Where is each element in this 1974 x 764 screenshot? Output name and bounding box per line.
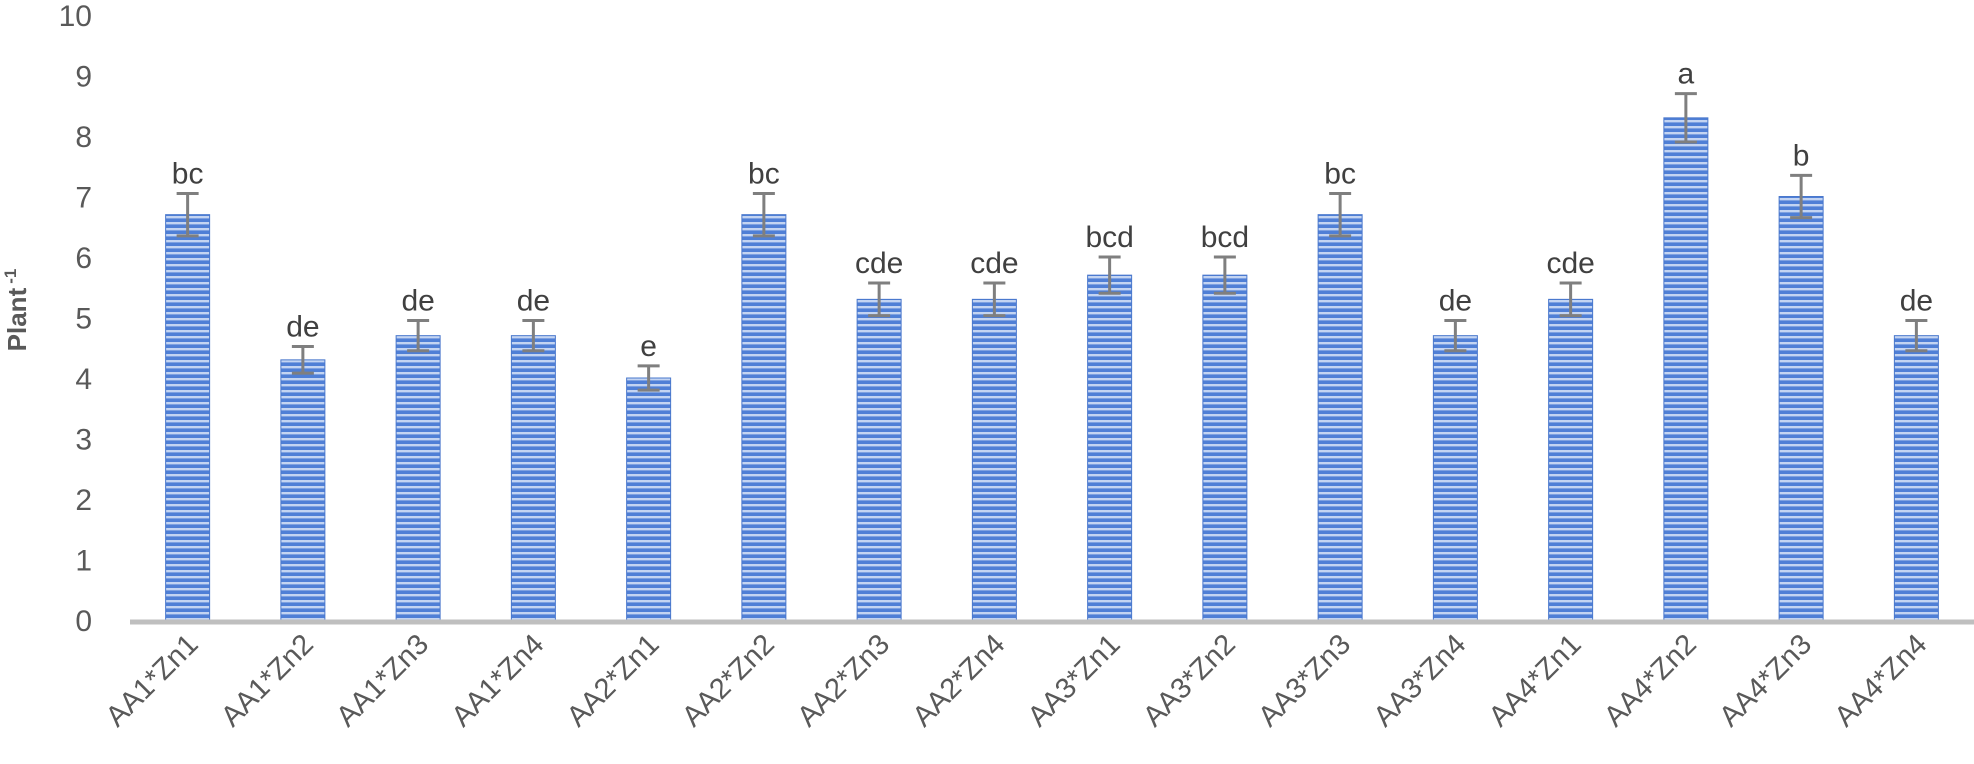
error-bar bbox=[1444, 319, 1467, 353]
data-label: b bbox=[1793, 139, 1810, 172]
x-tick-label: AA3*Zn4 bbox=[1368, 628, 1473, 733]
data-label: a bbox=[1678, 58, 1695, 91]
data-label: bc bbox=[172, 157, 204, 190]
x-tick-label: AA1*Zn3 bbox=[330, 628, 435, 733]
error-bar bbox=[752, 191, 775, 238]
error-bar bbox=[291, 345, 314, 375]
bar bbox=[1432, 335, 1478, 621]
data-label: bc bbox=[1324, 157, 1356, 190]
data-label: bcd bbox=[1201, 221, 1249, 254]
y-tick-label: 8 bbox=[75, 121, 92, 154]
data-label: cde bbox=[970, 247, 1018, 280]
data-label: bc bbox=[748, 157, 780, 190]
y-tick-label: 6 bbox=[75, 242, 92, 275]
x-tick-label: AA1*Zn2 bbox=[215, 628, 320, 733]
x-tick-label: AA4*Zn3 bbox=[1713, 628, 1818, 733]
bar bbox=[165, 214, 211, 621]
y-tick-label: 7 bbox=[75, 182, 92, 215]
y-tick-label: 4 bbox=[75, 363, 92, 396]
data-label: de bbox=[286, 311, 319, 344]
y-tick-label: 0 bbox=[75, 605, 92, 638]
data-label: de bbox=[517, 285, 550, 318]
error-bar bbox=[176, 191, 199, 238]
y-tick-label: 1 bbox=[75, 545, 92, 578]
y-tick-label: 9 bbox=[75, 61, 92, 94]
bar bbox=[1087, 274, 1133, 621]
x-tick-label: AA1*Zn4 bbox=[446, 628, 551, 733]
y-tick-label: 10 bbox=[59, 0, 92, 33]
error-bar bbox=[407, 319, 430, 353]
bars bbox=[165, 117, 1939, 621]
bar bbox=[1778, 196, 1824, 621]
x-tick-label: AA2*Zn2 bbox=[676, 628, 781, 733]
x-tick-label: AA3*Zn2 bbox=[1137, 628, 1242, 733]
bar bbox=[1317, 214, 1363, 621]
x-tick-label: AA3*Zn3 bbox=[1252, 628, 1357, 733]
bar bbox=[395, 335, 441, 621]
error-bars bbox=[176, 92, 1928, 392]
error-bar bbox=[1674, 92, 1697, 144]
y-axis-title-text: Plant bbox=[2, 287, 32, 351]
error-bar bbox=[983, 281, 1006, 318]
x-tick-label: AA4*Zn4 bbox=[1829, 628, 1934, 733]
bar bbox=[1893, 335, 1939, 621]
x-tick-label: AA4*Zn2 bbox=[1598, 628, 1703, 733]
y-tick-label: 5 bbox=[75, 303, 92, 336]
error-bar bbox=[1329, 191, 1352, 238]
data-label: bcd bbox=[1085, 221, 1133, 254]
bar bbox=[626, 377, 672, 621]
bar bbox=[741, 214, 787, 621]
data-label: cde bbox=[855, 247, 903, 280]
data-label: de bbox=[1439, 285, 1472, 318]
bar bbox=[1663, 117, 1709, 621]
bar bbox=[1548, 298, 1594, 621]
x-axis-labels: AA1*Zn1 AA1*Zn2 AA1*Zn3 AA1*Zn4 AA2*Zn1 AA2*Z… bbox=[100, 628, 1933, 733]
y-axis-ticks: 0 1 2 3 4 5 6 7 8 9 10 bbox=[59, 0, 92, 638]
error-bar bbox=[1905, 319, 1928, 353]
x-tick-label: AA2*Zn1 bbox=[561, 628, 666, 733]
x-tick-label: AA3*Zn1 bbox=[1022, 628, 1127, 733]
data-label: de bbox=[1900, 285, 1933, 318]
x-tick-label: AA4*Zn1 bbox=[1483, 628, 1588, 733]
data-label: cde bbox=[1546, 247, 1594, 280]
error-bar bbox=[637, 364, 660, 392]
x-tick-label: AA2*Zn3 bbox=[791, 628, 896, 733]
bar bbox=[971, 298, 1017, 621]
error-bar bbox=[522, 319, 545, 353]
data-label: de bbox=[401, 285, 434, 318]
error-bar bbox=[868, 281, 891, 318]
y-tick-label: 3 bbox=[75, 424, 92, 457]
bar bbox=[1202, 274, 1248, 621]
data-labels: bc de de de e bc cde cde bcd bcd bc de cde a b de bbox=[172, 58, 1933, 363]
bar bbox=[856, 298, 902, 621]
y-axis-title: Plant -1 bbox=[1, 269, 32, 352]
error-bar bbox=[1213, 255, 1236, 295]
x-tick-label: AA1*Zn1 bbox=[100, 628, 205, 733]
error-bar bbox=[1098, 255, 1121, 295]
x-tick-label: AA2*Zn4 bbox=[907, 628, 1012, 733]
error-bar bbox=[1559, 281, 1582, 318]
data-label: e bbox=[640, 330, 657, 363]
y-tick-label: 2 bbox=[75, 484, 92, 517]
y-axis-title-superscript: -1 bbox=[1, 269, 20, 284]
bar bbox=[280, 359, 326, 621]
bar bbox=[510, 335, 556, 621]
error-bar bbox=[1790, 173, 1813, 220]
